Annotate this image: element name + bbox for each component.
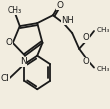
Text: NH: NH xyxy=(61,16,74,25)
Text: O: O xyxy=(6,38,13,47)
Text: O: O xyxy=(56,1,63,10)
Text: CH₃: CH₃ xyxy=(7,6,22,15)
Text: O: O xyxy=(83,57,90,66)
Text: O: O xyxy=(83,33,90,42)
Text: CH₃: CH₃ xyxy=(97,27,110,33)
Text: Cl: Cl xyxy=(0,74,9,83)
Text: N: N xyxy=(20,57,27,66)
Text: CH₃: CH₃ xyxy=(97,66,110,72)
